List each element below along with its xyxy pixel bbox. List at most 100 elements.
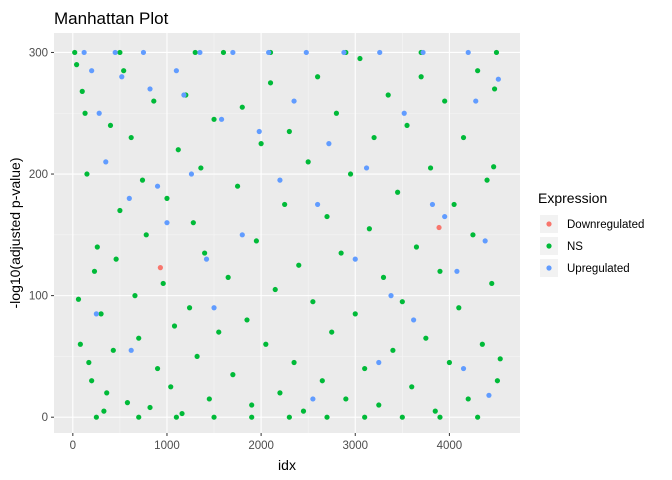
point-upregulated [230,49,236,56]
legend-label-ns: NS [567,241,583,253]
point-upregulated [119,74,125,80]
point-ns [277,390,283,396]
point-ns [136,414,142,420]
point-ns [366,226,372,232]
point-ns [186,305,193,311]
point-upregulated [411,317,417,323]
data-points [72,49,503,420]
point-upregulated [93,311,99,317]
point-upregulated [460,365,467,372]
point-upregulated [495,76,501,82]
y-axis-label: -log10(adjusted p-value) [7,158,23,309]
y-tick-label: 300 [29,47,48,59]
point-ns [168,384,174,390]
point-ns [128,134,134,141]
point-ns [479,341,485,347]
point-ns [216,329,222,335]
point-upregulated [486,392,492,398]
point-ns [73,62,80,68]
point-upregulated [388,293,394,299]
y-tick-label: 100 [29,291,48,303]
point-upregulated [482,238,488,244]
point-ns [104,390,110,396]
point-ns [175,147,181,153]
point-ns [493,49,500,56]
point-ns [291,359,297,366]
x-axis-label: idx [278,457,296,473]
point-ns [376,402,382,408]
point-ns [258,141,264,147]
point-ns [423,335,429,341]
point-ns [347,171,354,177]
point-ns [139,177,146,183]
point-upregulated [239,232,245,238]
point-ns [489,280,495,287]
point-upregulated [164,220,170,226]
minor-gridlines [54,33,520,433]
point-upregulated [429,201,436,208]
point-ns [179,410,185,417]
y-axis-ticks: 0 100 200 300 [29,47,54,424]
point-ns [427,165,434,171]
legend-label-downregulated: Downregulated [567,219,644,231]
point-ns [399,299,405,305]
point-upregulated [277,177,283,183]
point-ns [93,414,99,420]
x-tick-label: 0 [70,440,76,452]
point-ns [77,341,83,347]
point-ns [437,414,443,420]
y-tick-label: 200 [29,169,48,181]
point-ns [82,110,88,116]
point-ns [84,171,90,177]
point-ns [239,104,245,110]
point-ns [98,311,104,317]
point-ns [465,396,471,402]
point-ns [263,341,269,347]
point-ns [253,238,260,244]
point-ns [198,165,204,171]
point-ns [154,365,161,372]
point-upregulated [303,49,309,56]
point-ns [286,128,292,135]
point-ns [124,400,131,406]
point-ns [494,378,501,384]
x-tick-label: 3000 [342,440,368,452]
point-ns [147,404,153,411]
point-ns [110,347,116,353]
point-upregulated [314,201,321,208]
point-ns [456,305,462,311]
point-ns [418,74,424,80]
point-upregulated [103,159,109,165]
point-ns [404,122,410,129]
point-upregulated [341,49,347,56]
point-ns [319,378,325,384]
point-upregulated [128,347,134,353]
point-ns [136,335,142,341]
point-upregulated [352,256,358,262]
point-ns [413,244,420,250]
point-ns [475,414,481,420]
legend-title: Expression [538,190,607,206]
point-ns [399,414,405,420]
point-ns [94,244,100,250]
point-ns [324,414,330,420]
point-ns [244,317,250,323]
point-ns [333,110,340,116]
point-upregulated [291,98,297,104]
point-ns [101,408,107,414]
point-ns [352,311,358,317]
point-ns [220,49,227,56]
point-upregulated [140,49,147,56]
point-ns [91,268,98,274]
point-ns [225,274,231,280]
point-ns [395,189,401,195]
point-ns [380,274,387,280]
legend-swatch-downregulated [546,221,552,227]
legend-swatch-upregulated [546,265,552,271]
point-ns [89,378,95,384]
point-ns [107,122,114,129]
x-axis-ticks: 0 1000 2000 3000 4000 [70,433,462,452]
point-upregulated [188,171,195,177]
point-ns [409,384,415,390]
point-ns [194,353,200,360]
